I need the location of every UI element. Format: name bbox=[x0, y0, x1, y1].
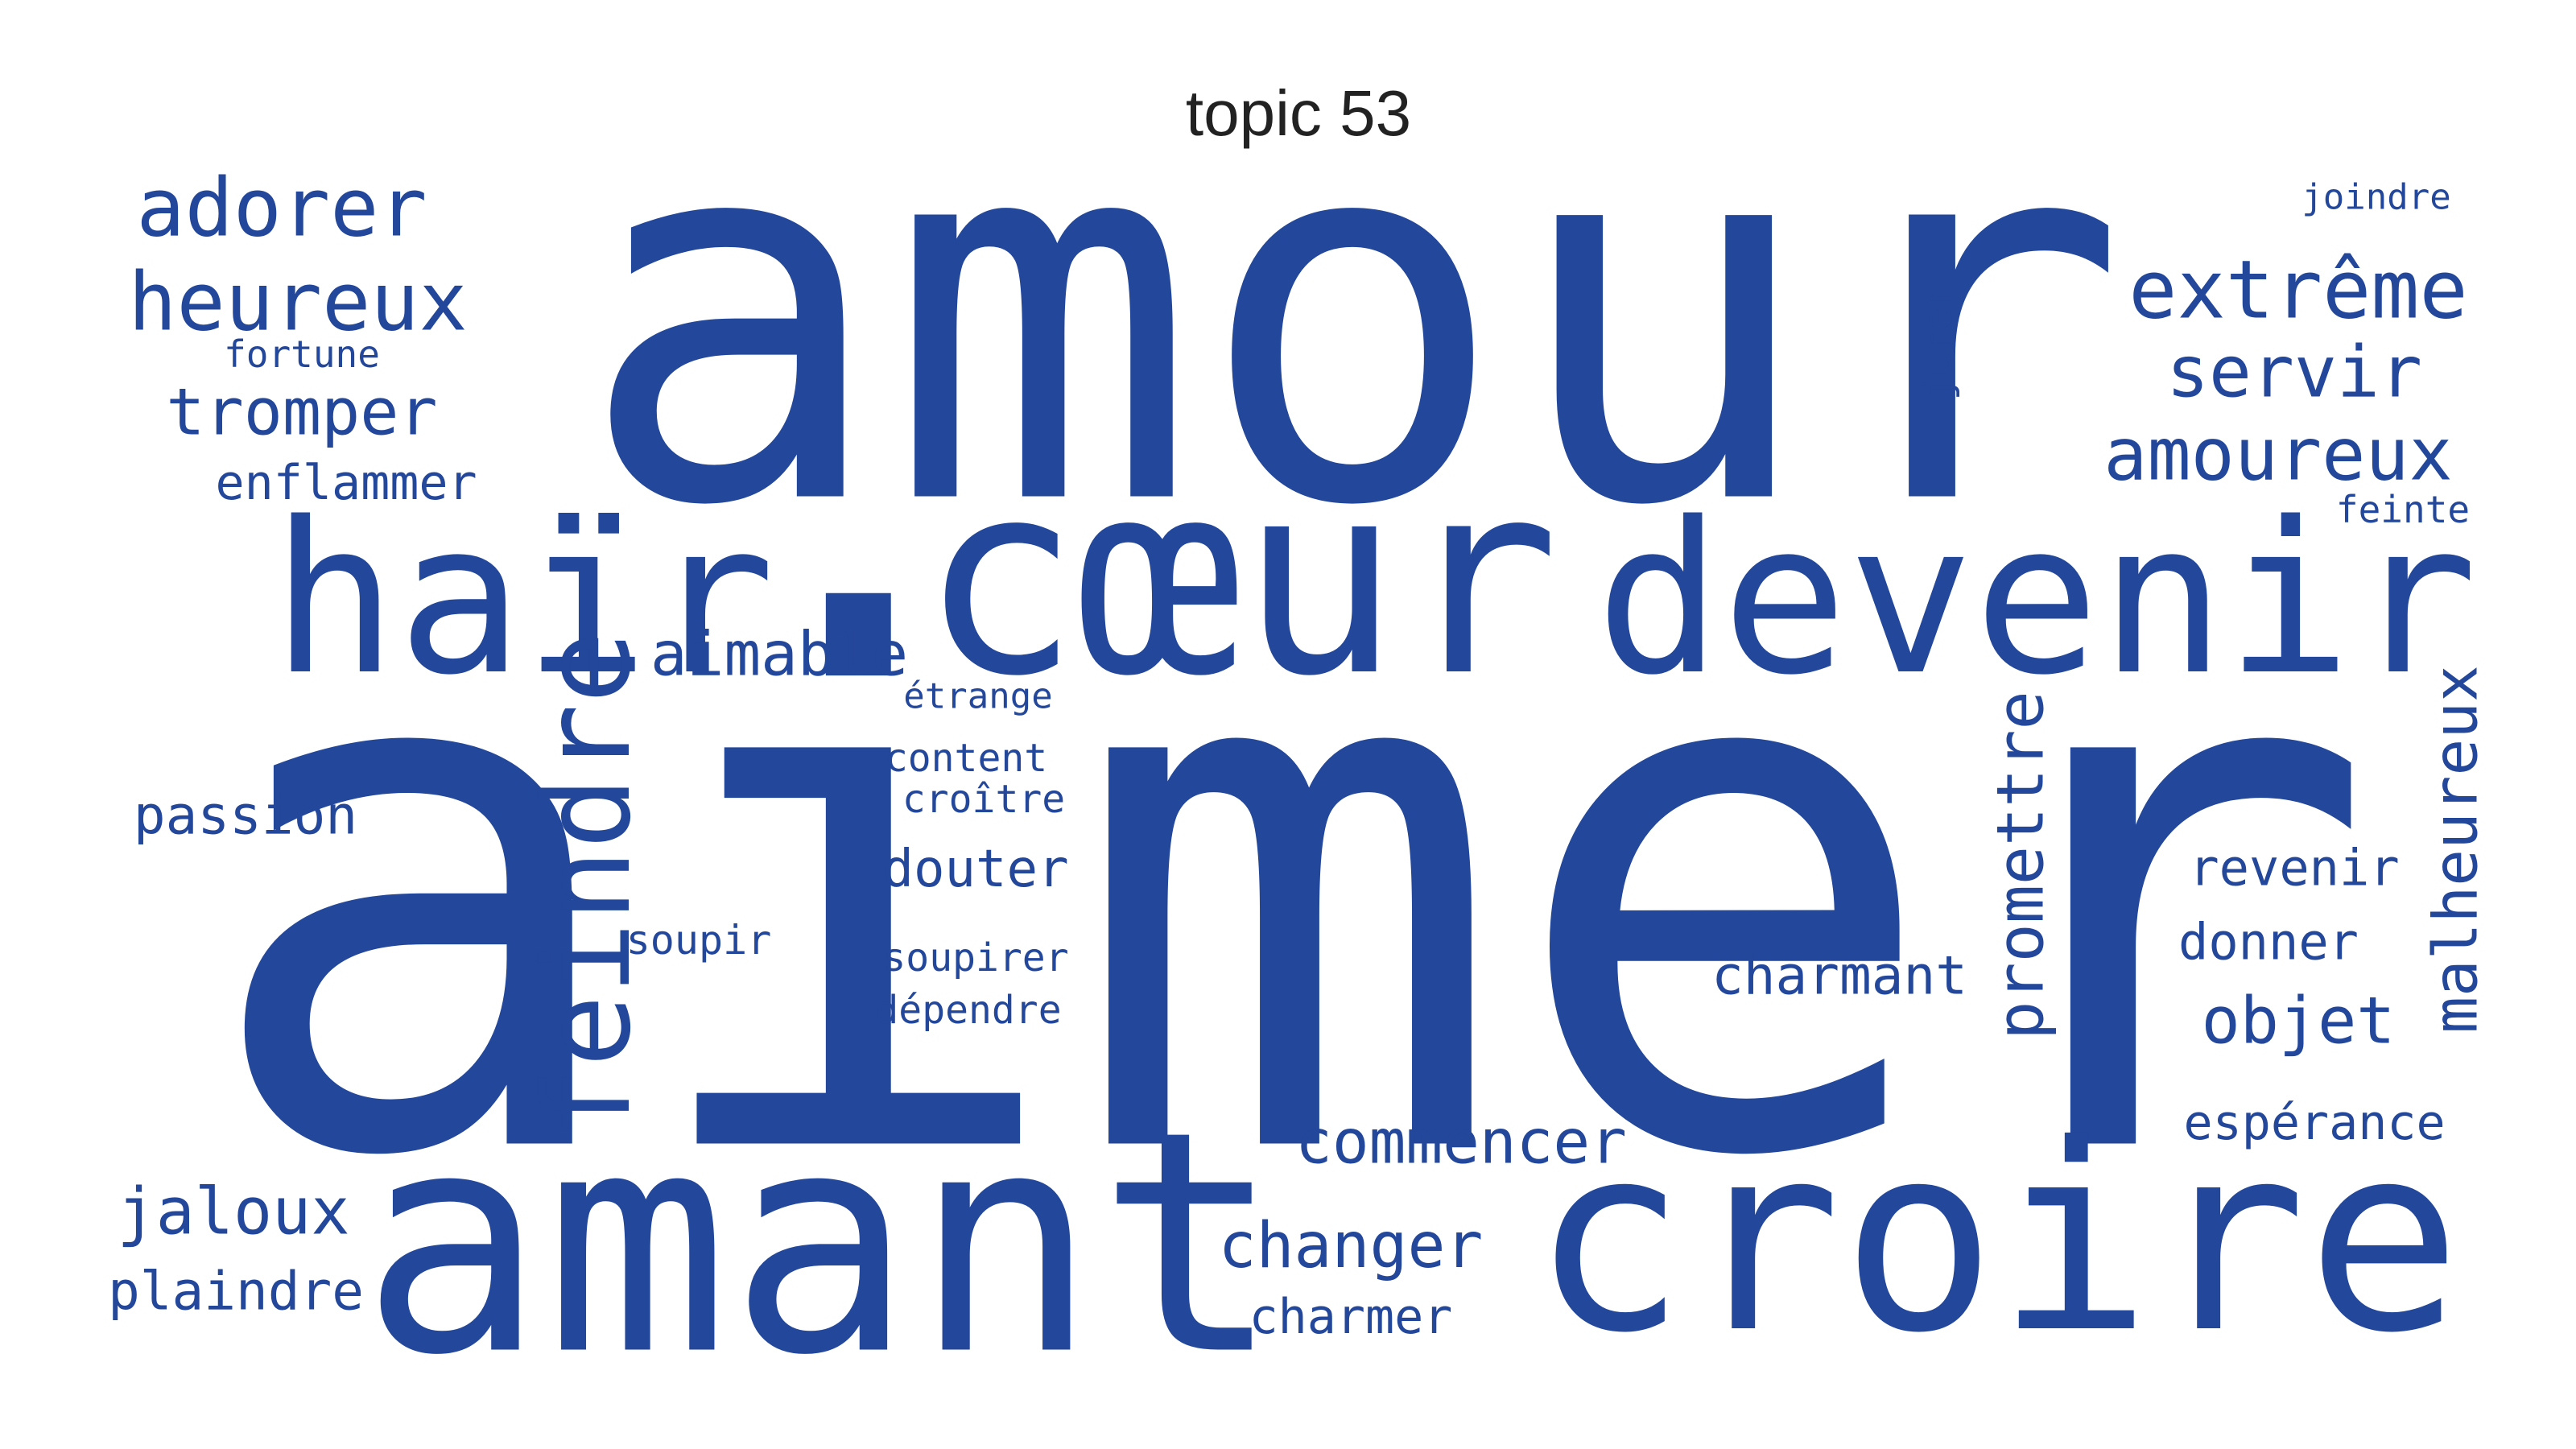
word-17: croître bbox=[902, 777, 1065, 822]
word-2: amant bbox=[361, 1066, 1282, 1422]
word-33: feinte bbox=[2336, 488, 2470, 531]
word-11: tromper bbox=[166, 375, 437, 450]
word-18: douter bbox=[882, 840, 1068, 899]
word-13: aimable bbox=[650, 618, 908, 690]
word-14: passion bbox=[134, 785, 357, 847]
word-35: malheureux bbox=[2420, 665, 2491, 1034]
word-21: dépendre bbox=[875, 988, 1061, 1033]
word-25: changer bbox=[1219, 1210, 1484, 1282]
word-1: amour bbox=[577, 19, 2128, 618]
word-38: objet bbox=[2202, 984, 2396, 1059]
word-10: fortune bbox=[224, 332, 380, 376]
word-30: amoureux bbox=[2103, 413, 2452, 497]
word-9: heureux bbox=[128, 255, 467, 349]
word-16: content bbox=[885, 736, 1047, 781]
word-32: jurer bbox=[1916, 284, 1961, 401]
word-5: devenir bbox=[1596, 478, 2478, 721]
word-24: commencer bbox=[1295, 1106, 1627, 1178]
word-34: promettre bbox=[1984, 691, 2058, 1039]
word-19: soupir bbox=[626, 917, 772, 964]
word-4: cœur bbox=[920, 425, 1560, 734]
word-8: adorer bbox=[136, 161, 427, 255]
word-22: jaloux bbox=[118, 1174, 350, 1249]
word-39: espérance bbox=[2183, 1095, 2445, 1151]
word-27: charmant bbox=[1711, 945, 1967, 1007]
word-26: charmer bbox=[1249, 1289, 1453, 1345]
word-31: joindre bbox=[2301, 177, 2450, 218]
word-3: croire bbox=[1531, 1090, 2462, 1389]
word-6: haïr bbox=[271, 478, 775, 721]
word-12: enflammer bbox=[215, 455, 477, 511]
word-37: donner bbox=[2178, 913, 2359, 972]
word-28: extrême bbox=[2128, 243, 2467, 337]
word-20: soupirer bbox=[882, 935, 1068, 980]
word-7: feindre bbox=[518, 631, 658, 1140]
word-0: aimer bbox=[197, 473, 2378, 1315]
word-15: étrange bbox=[903, 676, 1052, 717]
word-23: plaindre bbox=[108, 1261, 364, 1323]
chart-title: topic 53 bbox=[1186, 77, 1411, 149]
word-29: servir bbox=[2166, 331, 2422, 414]
word-36: revenir bbox=[2189, 839, 2399, 898]
